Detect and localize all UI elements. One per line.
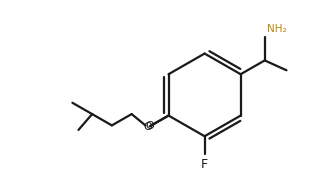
Text: O: O bbox=[145, 121, 154, 131]
Text: O: O bbox=[143, 122, 152, 132]
Text: F: F bbox=[201, 158, 208, 171]
Text: NH₂: NH₂ bbox=[267, 24, 286, 34]
